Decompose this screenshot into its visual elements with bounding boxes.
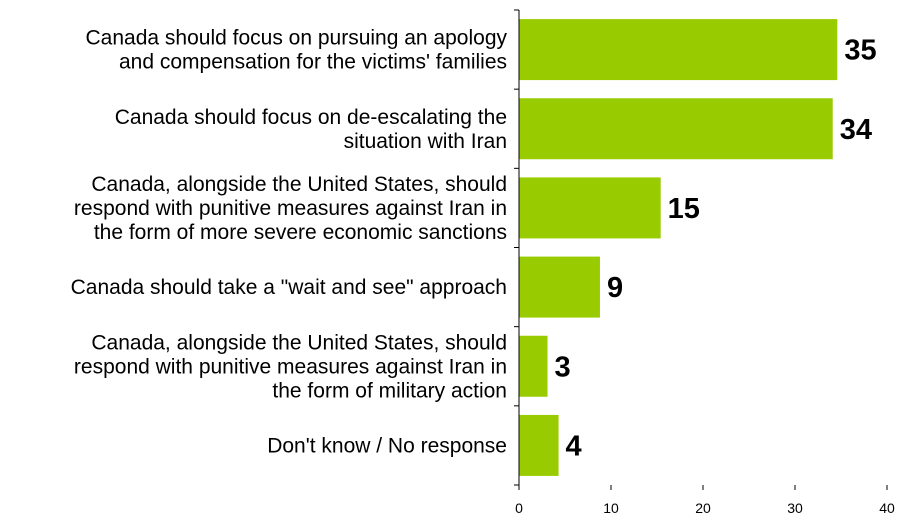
category-label: the form of military action bbox=[272, 379, 507, 402]
bar bbox=[519, 98, 833, 160]
axes-group: 0 10 20 30 40 bbox=[514, 9, 895, 516]
bar bbox=[519, 335, 548, 397]
bar-value-label: 9 bbox=[607, 272, 623, 304]
bar bbox=[519, 19, 838, 81]
category-label: Don't know / No response bbox=[267, 434, 507, 457]
bars-group bbox=[519, 19, 838, 476]
bar-value-label: 4 bbox=[566, 430, 582, 462]
category-label: and compensation for the victims' famili… bbox=[119, 51, 507, 74]
category-label: Canada should take a "wait and see" appr… bbox=[71, 276, 507, 299]
category-label: situation with Iran bbox=[344, 130, 507, 153]
x-tick-label: 20 bbox=[695, 500, 711, 516]
bar-value-label: 15 bbox=[668, 193, 700, 225]
category-label: Canada, alongside the United States, sho… bbox=[91, 173, 507, 196]
category-labels-group: Canada should focus on pursuing an apolo… bbox=[71, 27, 508, 458]
x-tick-label: 40 bbox=[879, 500, 895, 516]
category-label: respond with punitive measures against I… bbox=[74, 197, 507, 220]
category-label: Canada should focus on de-escalating the bbox=[115, 106, 507, 129]
x-tick-label: 0 bbox=[515, 500, 523, 516]
bar-value-label: 34 bbox=[840, 114, 872, 146]
bar-value-label: 35 bbox=[844, 35, 876, 67]
x-tick-label: 30 bbox=[787, 500, 803, 516]
bar bbox=[519, 177, 661, 239]
category-label: respond with punitive measures against I… bbox=[74, 355, 507, 378]
bar-value-label: 3 bbox=[555, 351, 571, 383]
bar bbox=[519, 414, 559, 476]
bar bbox=[519, 256, 600, 318]
category-label: Canada, alongside the United States, sho… bbox=[91, 331, 507, 354]
category-label: Canada should focus on pursuing an apolo… bbox=[86, 27, 508, 50]
x-tick-label: 10 bbox=[603, 500, 619, 516]
category-label: the form of more severe economic sanctio… bbox=[94, 221, 507, 244]
